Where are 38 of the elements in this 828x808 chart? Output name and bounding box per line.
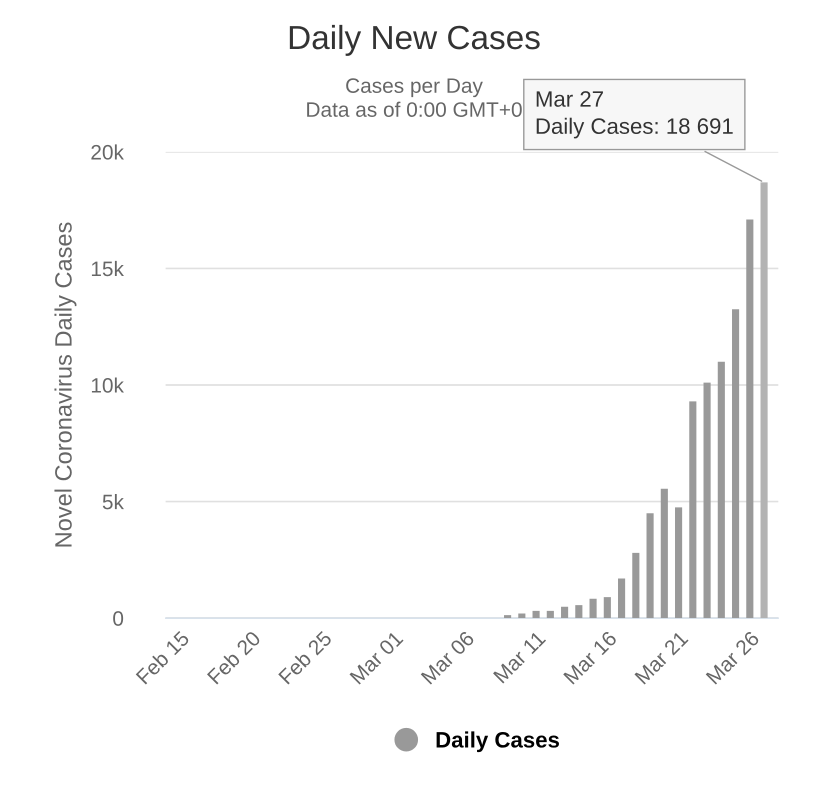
bar — [675, 507, 682, 618]
bar — [718, 362, 725, 618]
y-tick-label: 15k — [92, 260, 124, 276]
legend-label: Daily Cases — [436, 731, 559, 752]
x-tick-label: Mar 11 — [493, 630, 546, 684]
x-tick-label: Mar 21 — [634, 630, 689, 685]
bar — [618, 578, 626, 618]
bar — [760, 182, 768, 618]
bar — [732, 309, 740, 618]
bar — [646, 513, 654, 618]
bar — [504, 615, 512, 618]
chart-subtitle: Cases per Day Data as of 0:00 GMT+0 — [307, 78, 522, 117]
x-tick-label: Feb 20 — [206, 630, 262, 685]
x-tick-label: Mar 16 — [563, 630, 618, 685]
chart-title: Daily New Cases — [290, 24, 540, 56]
bar — [632, 552, 640, 618]
bar — [689, 401, 696, 618]
y-axis-title: Novel Coronavirus Daily Cases — [54, 222, 76, 546]
bar — [561, 606, 568, 618]
x-tick-label: Feb 25 — [278, 630, 333, 685]
bar — [518, 613, 526, 618]
bar — [704, 382, 711, 618]
y-tick-label: 10k — [92, 377, 124, 393]
bar — [746, 220, 754, 618]
x-tick-label: Mar 06 — [420, 630, 476, 685]
x-tick-label: Feb 15 — [135, 630, 190, 685]
annotation: Mar 27 Daily Cases: 18 691 — [536, 91, 733, 138]
bar — [532, 610, 540, 618]
bar — [660, 488, 668, 618]
bar — [604, 597, 611, 618]
bar — [575, 605, 582, 618]
bar — [546, 610, 554, 618]
y-tick-label: 5k — [102, 494, 124, 510]
x-tick-label: Mar 26 — [706, 630, 760, 685]
x-tick-label: Mar 01 — [349, 630, 404, 685]
y-tick-label: 20k — [91, 144, 124, 160]
bar — [590, 598, 597, 618]
y-tick-label: 0 — [113, 611, 124, 626]
